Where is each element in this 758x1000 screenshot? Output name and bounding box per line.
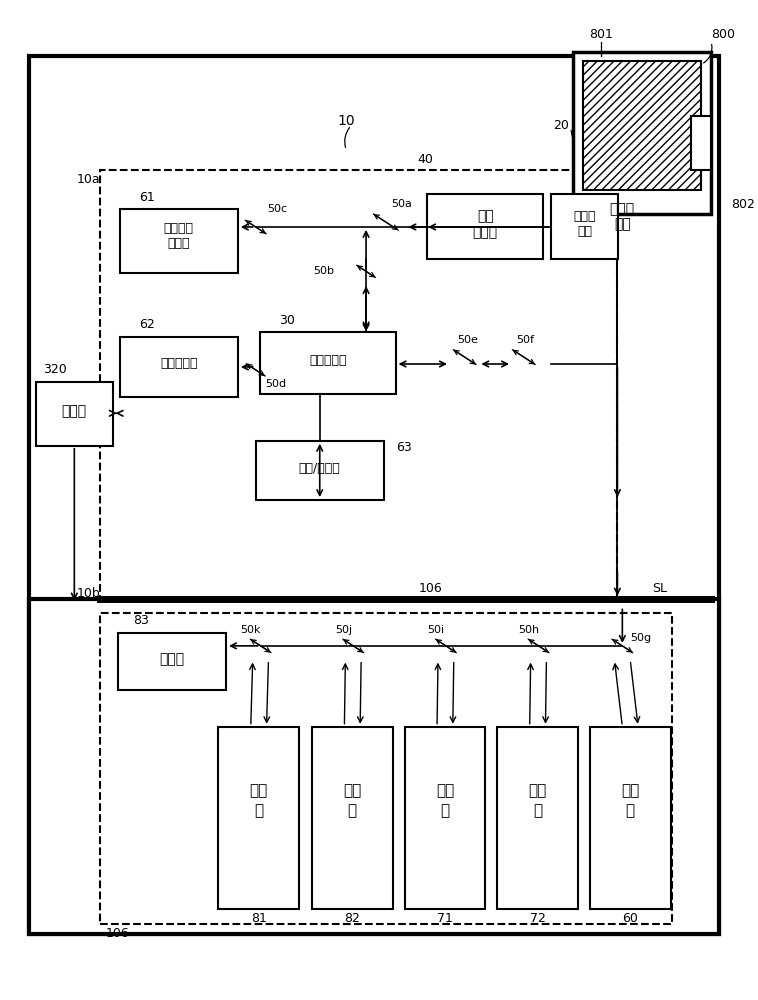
Text: 50g: 50g — [630, 633, 651, 643]
Text: 106: 106 — [418, 582, 442, 595]
Bar — [29, 599, 719, 934]
Text: 30: 30 — [279, 314, 295, 327]
Text: 回收库: 回收库 — [168, 237, 190, 250]
Bar — [551, 194, 619, 259]
Text: 机构: 机构 — [614, 217, 631, 231]
Text: 81: 81 — [251, 912, 267, 925]
Text: 60: 60 — [622, 912, 638, 925]
Bar — [497, 727, 578, 909]
Text: 控制部: 控制部 — [61, 404, 87, 418]
Text: 50f: 50f — [516, 335, 534, 345]
Bar — [428, 194, 543, 259]
Text: 拒绝库: 拒绝库 — [159, 653, 184, 667]
Text: 802: 802 — [731, 198, 755, 211]
Text: 20: 20 — [553, 119, 569, 132]
Bar — [100, 613, 672, 924]
Text: 50i: 50i — [428, 625, 445, 635]
Text: 50c: 50c — [268, 204, 287, 214]
Text: 出款: 出款 — [528, 783, 547, 798]
Text: 纸币辨别部: 纸币辨别部 — [309, 354, 346, 367]
Text: 50h: 50h — [518, 625, 539, 635]
Text: 循环: 循环 — [249, 783, 268, 798]
Text: 临时: 临时 — [477, 209, 493, 223]
Bar — [691, 116, 711, 170]
Text: 50b: 50b — [314, 266, 334, 276]
Text: 伪钞回收库: 伪钞回收库 — [160, 357, 198, 370]
Text: 10a: 10a — [77, 173, 100, 186]
Text: 801: 801 — [589, 28, 612, 41]
Bar — [36, 382, 113, 446]
Text: 63: 63 — [396, 441, 412, 454]
Text: 72: 72 — [530, 912, 546, 925]
Text: 忘记取出: 忘记取出 — [164, 222, 194, 235]
Text: 库: 库 — [533, 803, 542, 818]
Text: 10b: 10b — [77, 587, 100, 600]
Text: 50a: 50a — [390, 199, 412, 209]
Bar — [117, 633, 226, 690]
Text: 出款: 出款 — [436, 783, 454, 798]
Bar — [120, 209, 238, 273]
Bar — [590, 727, 671, 909]
Text: 库: 库 — [625, 803, 634, 818]
Text: 机构: 机构 — [578, 225, 593, 238]
Text: 入款: 入款 — [621, 783, 639, 798]
Text: 71: 71 — [437, 912, 453, 925]
Text: 50j: 50j — [335, 625, 352, 635]
Bar — [573, 52, 711, 214]
Text: 106: 106 — [106, 927, 130, 940]
Text: 50d: 50d — [265, 379, 287, 389]
Text: 83: 83 — [133, 614, 149, 627]
Text: 出入款: 出入款 — [609, 202, 635, 216]
Bar — [312, 727, 393, 909]
Text: 800: 800 — [711, 28, 735, 41]
Text: 320: 320 — [42, 363, 67, 376]
Text: 保管库: 保管库 — [473, 225, 498, 239]
Text: SL: SL — [652, 582, 667, 595]
Text: 10: 10 — [337, 114, 356, 128]
Bar — [120, 337, 238, 397]
Bar — [255, 441, 384, 500]
Bar — [583, 61, 701, 190]
Text: 40: 40 — [417, 153, 433, 166]
Text: 库: 库 — [440, 803, 449, 818]
Text: 50k: 50k — [240, 625, 261, 635]
Bar — [218, 727, 299, 909]
Bar — [405, 727, 485, 909]
Text: 50e: 50e — [457, 335, 478, 345]
Text: 62: 62 — [139, 318, 155, 331]
Text: 82: 82 — [344, 912, 360, 925]
Text: 库: 库 — [348, 803, 357, 818]
Text: 库: 库 — [254, 803, 263, 818]
Text: 出入款: 出入款 — [574, 210, 596, 223]
Bar — [100, 170, 618, 599]
Text: 循环: 循环 — [343, 783, 362, 798]
Bar — [260, 332, 396, 394]
Bar — [29, 56, 719, 934]
Text: 装填/回收库: 装填/回收库 — [299, 462, 340, 475]
Text: 61: 61 — [139, 191, 155, 204]
